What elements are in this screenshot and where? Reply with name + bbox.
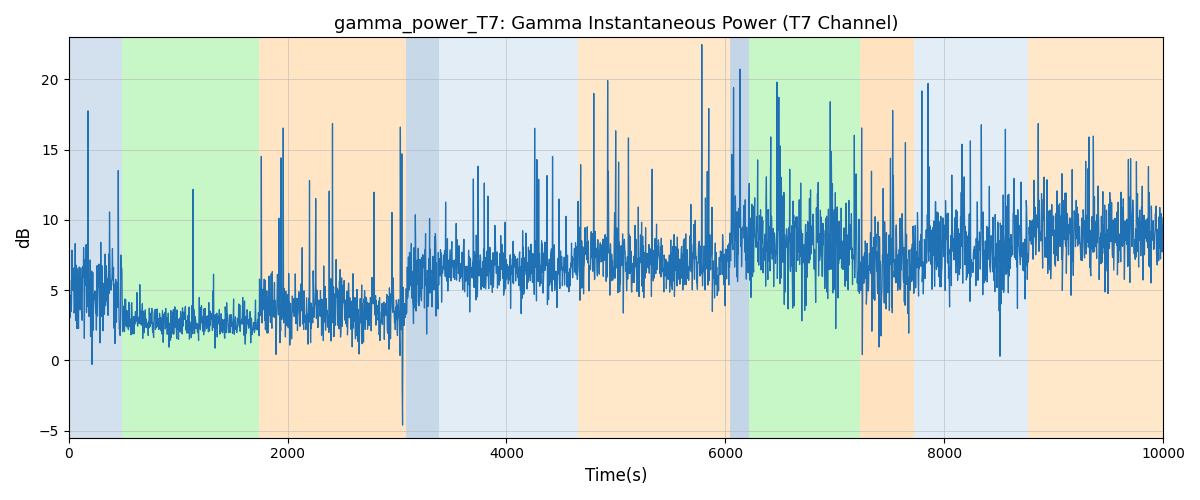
Bar [730,38,749,438]
Bar [577,38,730,438]
Bar [438,38,577,438]
Title: gamma_power_T7: Gamma Instantaneous Power (T7 Channel): gamma_power_T7: Gamma Instantaneous Powe… [334,15,898,34]
Bar [122,38,259,438]
Y-axis label: dB: dB [16,226,34,248]
Bar [1028,38,1163,438]
Bar [259,38,406,438]
Bar [913,38,1028,438]
X-axis label: Time(s): Time(s) [584,467,647,485]
Bar [68,38,122,438]
Bar [749,38,860,438]
Bar [860,38,913,438]
Bar [406,38,438,438]
